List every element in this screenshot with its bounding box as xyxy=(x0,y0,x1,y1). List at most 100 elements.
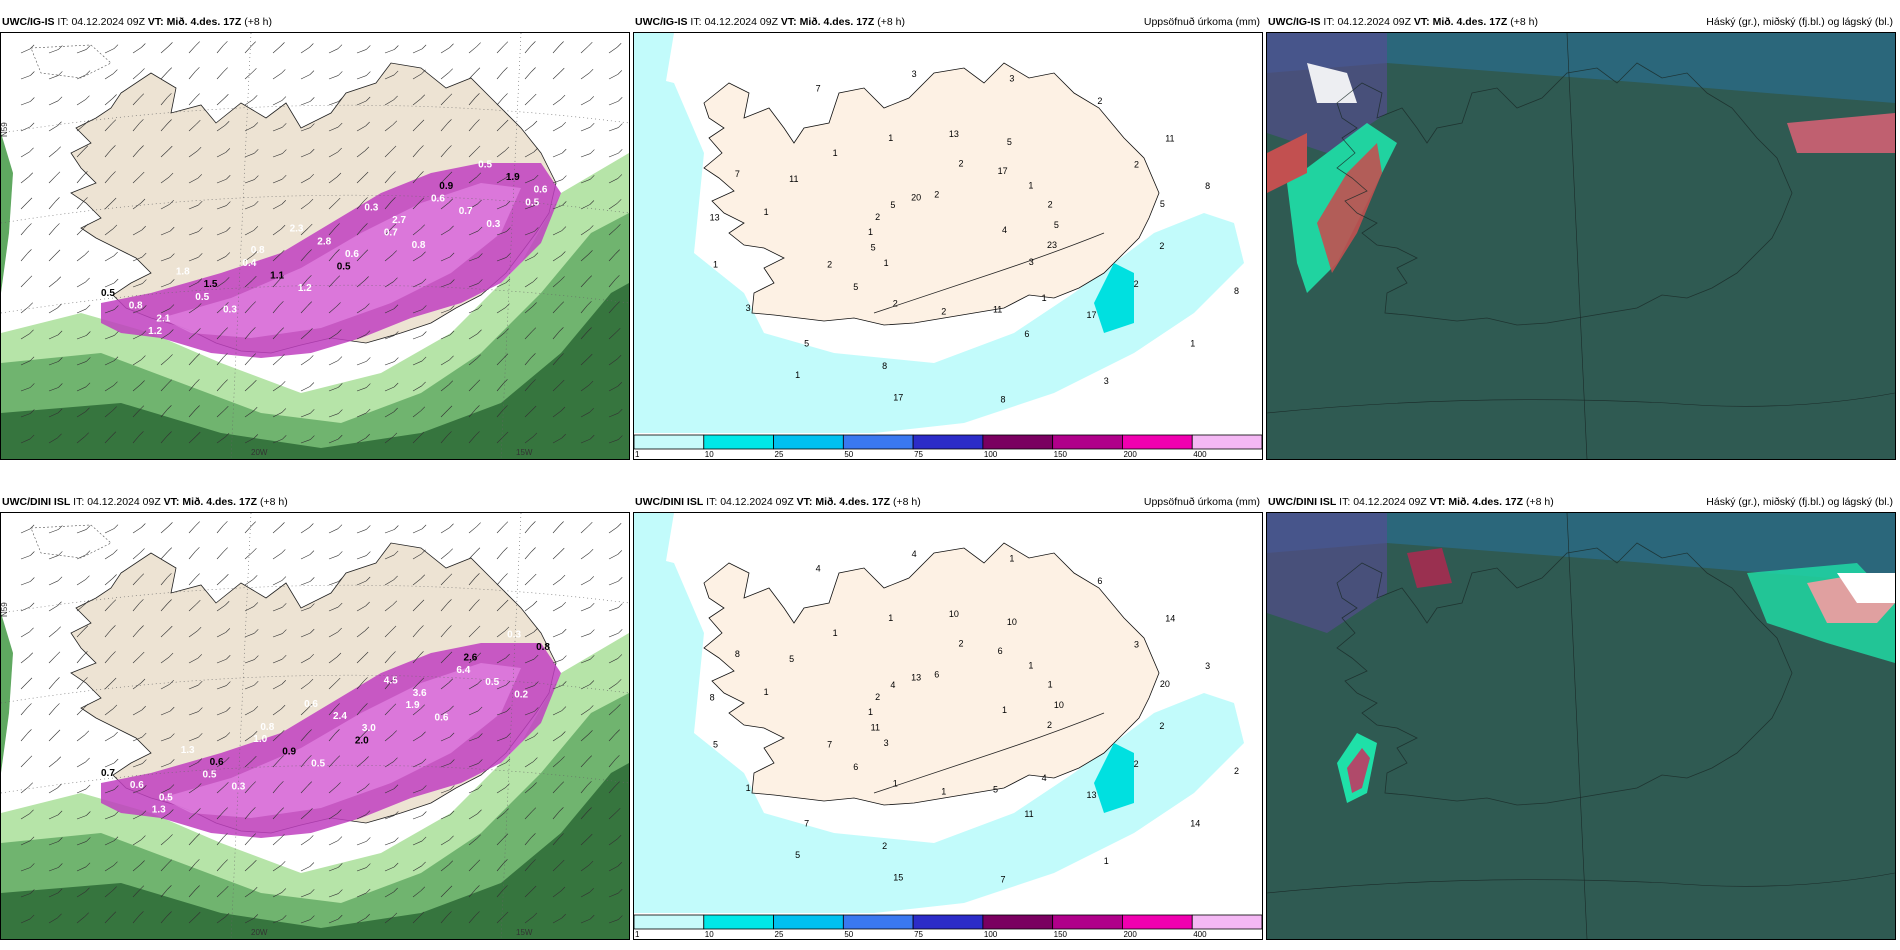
wind-barb-flag xyxy=(139,171,145,177)
wind-barb xyxy=(608,358,618,366)
wind-barb xyxy=(608,386,618,392)
wind-barb-flag xyxy=(281,888,287,893)
wind-barb-flag xyxy=(392,432,398,438)
wind-barb xyxy=(188,525,196,534)
wind-barb xyxy=(244,305,252,314)
wind-barb xyxy=(412,48,423,54)
wind-barb xyxy=(300,657,310,664)
wind-barb-flag xyxy=(477,304,483,310)
wind-barb xyxy=(244,579,254,586)
snow-amount-label: 0.9 xyxy=(439,181,453,192)
panel-title: Háský (gr.), miðský (fj.bl.) og lágský (… xyxy=(1706,496,1893,508)
wind-barb xyxy=(76,554,87,560)
wind-barb xyxy=(412,149,420,158)
precip-value-label: 1 xyxy=(833,148,838,158)
wind-barb-flag xyxy=(560,574,566,580)
wind-barb xyxy=(468,71,477,80)
wind-barb xyxy=(412,629,420,638)
precip-value-label: 13 xyxy=(911,672,921,682)
wind-barb-flag xyxy=(141,705,146,711)
wind-barb-flag xyxy=(279,327,284,332)
wind-barb-flag xyxy=(195,885,200,890)
wind-barb xyxy=(412,815,423,820)
wind-barb xyxy=(440,709,450,716)
cloud-map xyxy=(1266,512,1896,940)
wind-barb-flag xyxy=(615,729,620,734)
wind-barb xyxy=(272,785,280,794)
wind-barb-flag xyxy=(533,627,538,633)
snow-amount-label: 0.5 xyxy=(203,769,217,780)
precip-value-label: 14 xyxy=(1190,818,1200,828)
wind-barb-flag xyxy=(363,703,368,708)
wind-barb xyxy=(496,863,504,872)
wind-barb-flag xyxy=(506,253,511,258)
wind-barb-flag xyxy=(195,93,200,98)
wind-barb-flag xyxy=(113,44,119,49)
wind-barb xyxy=(244,760,253,768)
precip-value-label: 1 xyxy=(764,207,769,217)
wind-barb-flag xyxy=(534,201,539,206)
wind-barb xyxy=(440,334,451,340)
wind-barb xyxy=(524,711,535,716)
valid-time: Mið. 4.des. 17Z xyxy=(166,16,242,28)
wind-barb xyxy=(160,838,169,846)
wind-barb-flag xyxy=(86,811,91,816)
wind-barb-flag xyxy=(252,887,258,892)
wind-barb xyxy=(412,735,422,742)
wind-barb xyxy=(48,412,59,418)
wind-barb xyxy=(496,45,505,54)
lead-time: (+8 h) xyxy=(259,496,288,508)
wind-barb-flag xyxy=(617,862,623,867)
panel-wind-top: UWC/IG-IS IT: 04.12.2024 09Z VT: Mið. 4.… xyxy=(0,12,630,460)
wind-barb-flag xyxy=(532,432,538,438)
init-time: 04.12.2024 09Z xyxy=(87,496,161,508)
wind-barb-flag xyxy=(226,707,231,712)
wind-barb-flag xyxy=(363,249,369,254)
wind-barb-flag xyxy=(28,782,33,787)
wind-barb xyxy=(132,359,142,366)
wind-barb xyxy=(132,552,141,560)
wind-barb xyxy=(412,123,421,132)
wind-barb-flag xyxy=(56,756,62,761)
wind-barb xyxy=(188,178,198,184)
precip-value-label: 2 xyxy=(959,638,964,648)
wind-barb-flag xyxy=(450,279,455,284)
wind-barb xyxy=(440,864,449,872)
colorbar-segment xyxy=(773,434,844,450)
wind-barb-flag xyxy=(506,733,511,738)
wind-barb xyxy=(244,72,253,80)
wind-barb-flag xyxy=(531,547,536,552)
wind-barb-flag xyxy=(141,523,146,528)
wind-barb xyxy=(188,204,199,210)
wind-barb xyxy=(188,409,196,418)
wind-barb xyxy=(468,710,479,716)
wind-barb xyxy=(272,203,282,210)
wind-barb-flag xyxy=(307,275,312,280)
snow-amount-label: 0.6 xyxy=(304,699,318,710)
wind-barb xyxy=(440,149,448,158)
wind-barb-flag xyxy=(252,756,257,761)
wind-barb-flag xyxy=(419,171,424,176)
wind-barb xyxy=(356,307,366,314)
wind-barb xyxy=(216,658,227,664)
wind-barb xyxy=(272,865,282,872)
wind-barb-flag xyxy=(29,356,35,362)
wind-barb-flag xyxy=(589,680,595,685)
wind-barb-flag xyxy=(139,405,145,410)
wind-barb-flag xyxy=(590,602,595,608)
wind-barb-flag xyxy=(84,600,89,605)
lead-time: (+8 h) xyxy=(1525,496,1554,508)
wind-barb xyxy=(608,866,618,872)
precip-area-heavy xyxy=(1094,263,1134,333)
wind-barb xyxy=(48,100,59,106)
wind-barb xyxy=(216,863,224,872)
wind-barb xyxy=(160,71,168,80)
wind-barb-flag xyxy=(170,733,175,738)
wind-barb xyxy=(384,281,394,288)
grid-line xyxy=(1267,872,1895,894)
low-cloud-core xyxy=(1787,113,1895,153)
lead-time: (+8 h) xyxy=(892,496,921,508)
wind-barb-flag xyxy=(224,574,229,579)
wind-barb-flag xyxy=(559,807,564,812)
wind-barb-flag xyxy=(168,625,173,631)
